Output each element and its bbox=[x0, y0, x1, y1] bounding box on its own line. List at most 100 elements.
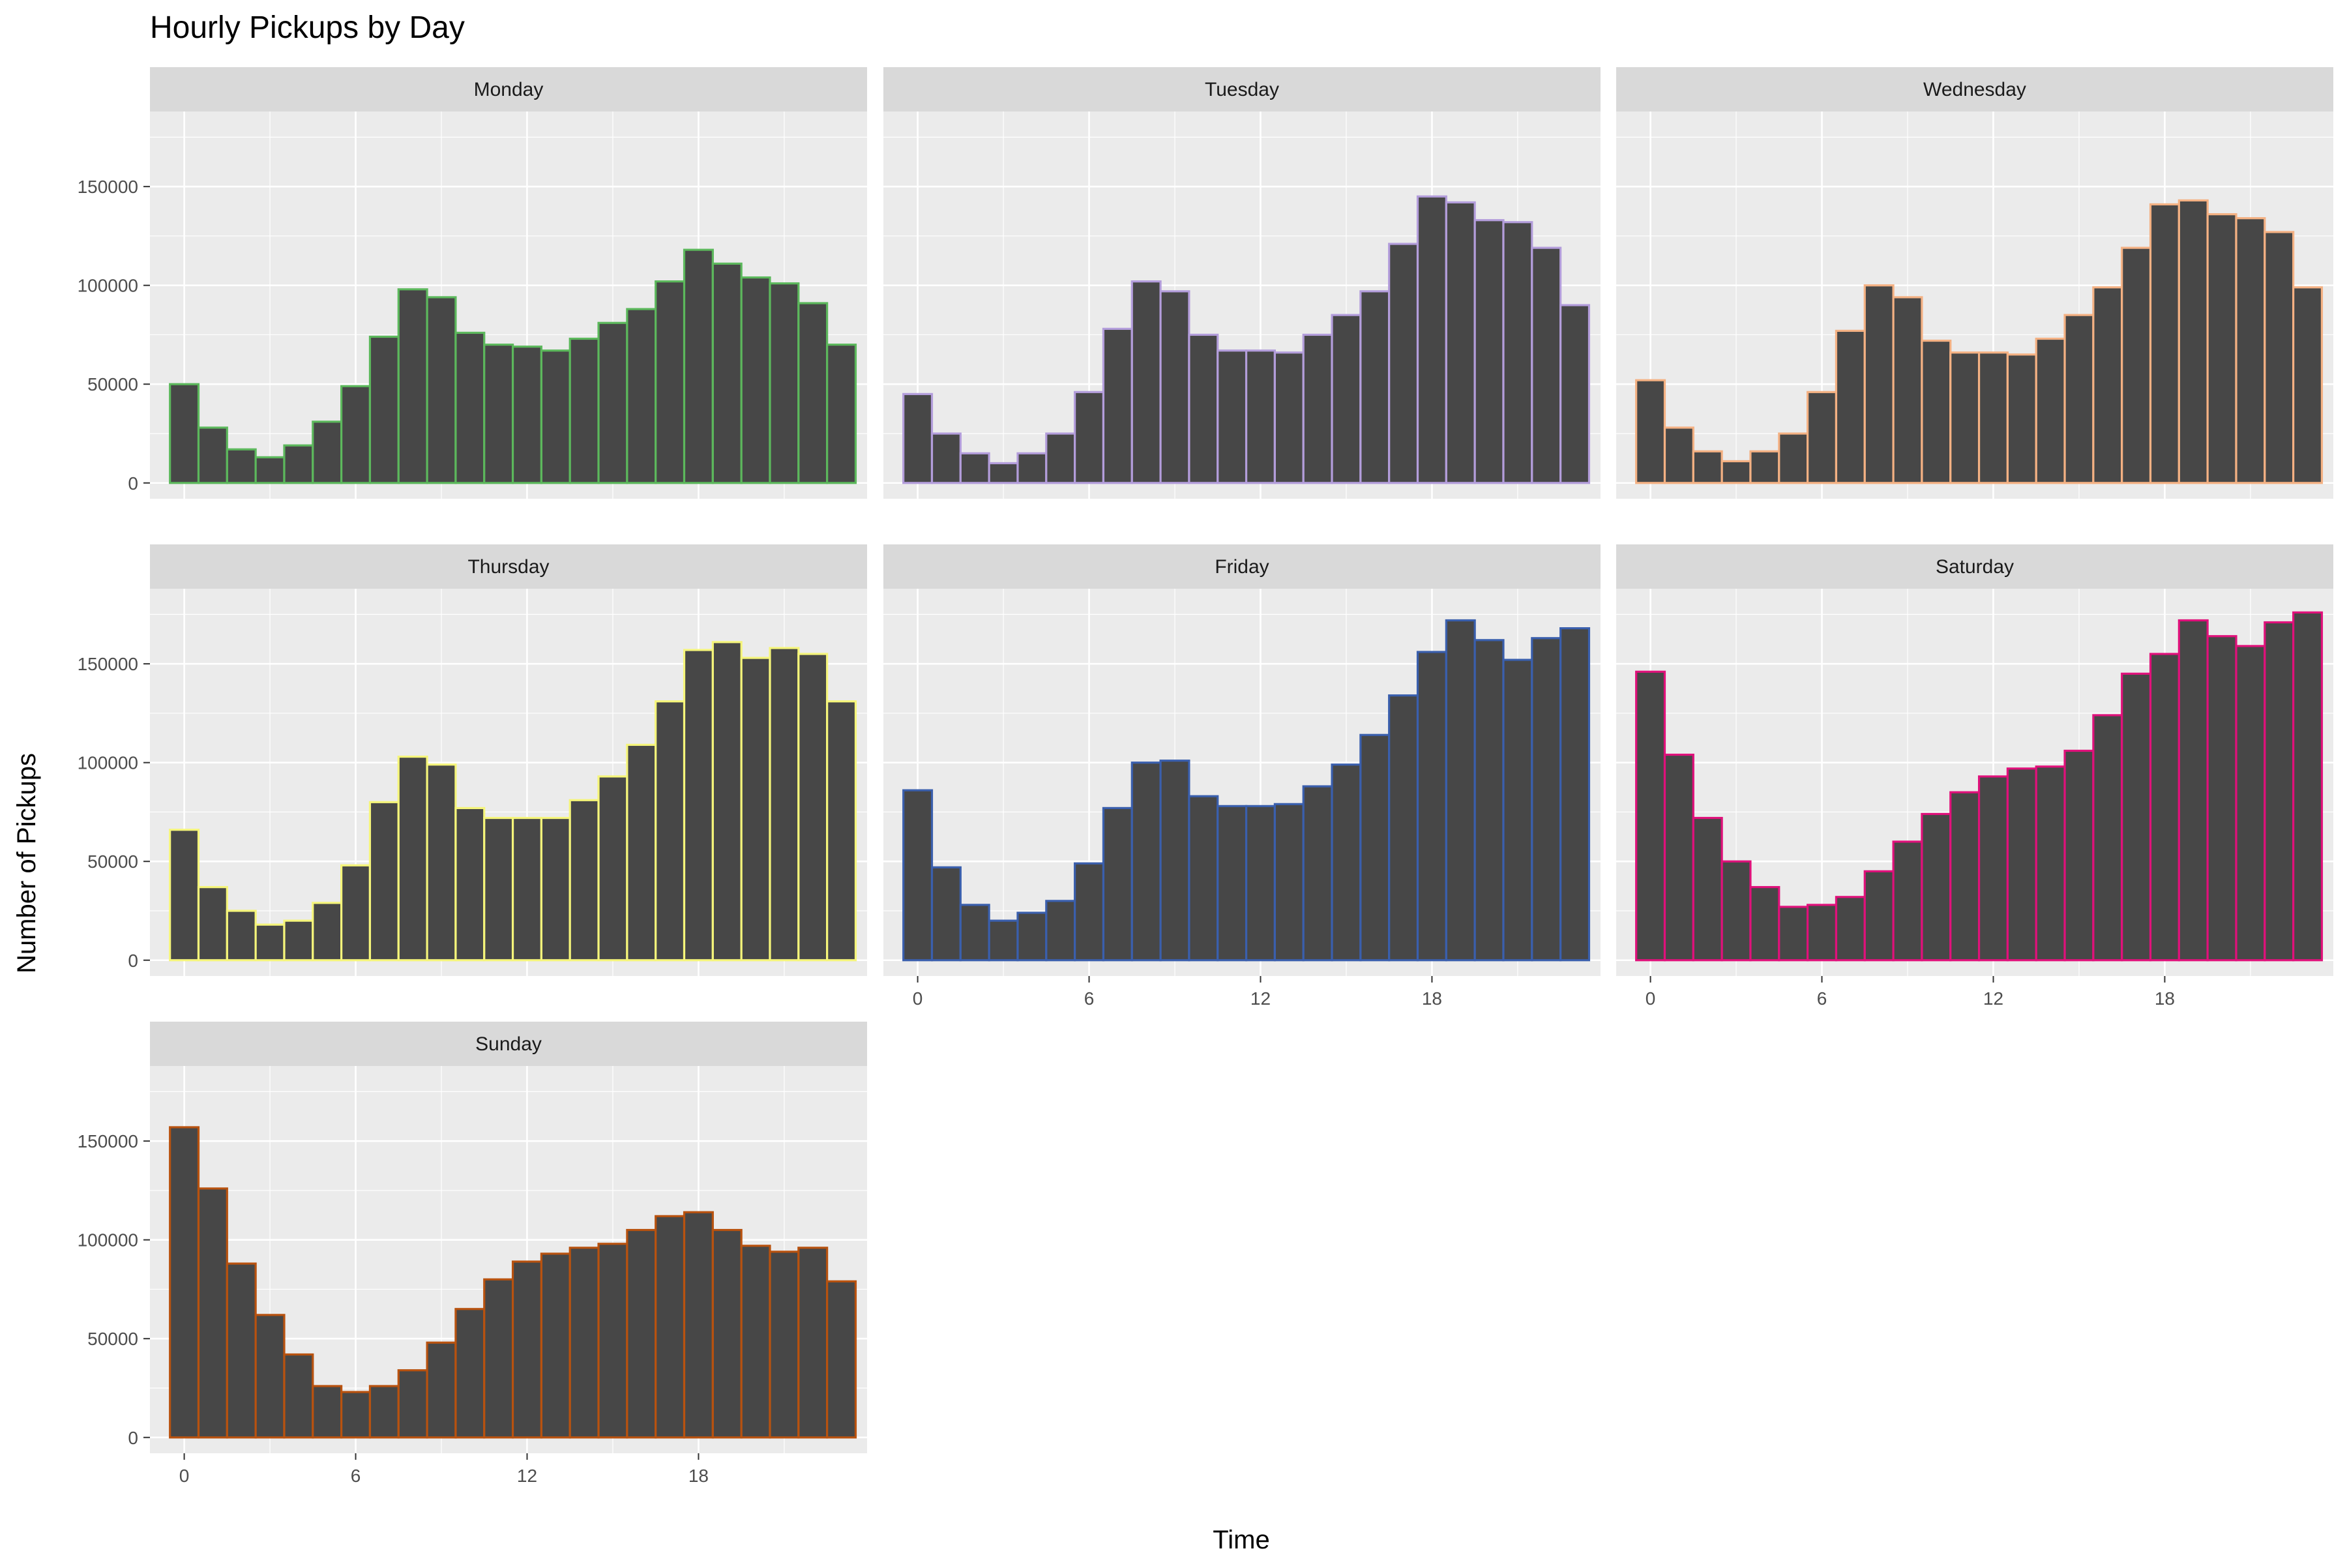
bar-series bbox=[1635, 199, 2324, 484]
bar bbox=[197, 426, 228, 484]
bar bbox=[826, 344, 857, 484]
bar bbox=[540, 816, 571, 962]
bar bbox=[1559, 627, 1591, 962]
facet-strip-label: Tuesday bbox=[1205, 79, 1279, 100]
bar bbox=[426, 1341, 457, 1439]
bar bbox=[959, 452, 990, 484]
bar bbox=[683, 649, 714, 962]
bar bbox=[1720, 460, 1752, 484]
bar bbox=[1416, 195, 1447, 484]
bar bbox=[2149, 653, 2180, 962]
bar bbox=[1692, 450, 1723, 484]
bar bbox=[2035, 337, 2066, 484]
bar bbox=[1445, 201, 1476, 484]
facet-strip-label: Saturday bbox=[1936, 556, 2014, 578]
bar-series bbox=[169, 248, 857, 484]
bar bbox=[2092, 714, 2123, 962]
facet-strip bbox=[883, 544, 1601, 589]
bar bbox=[988, 462, 1019, 484]
bar bbox=[683, 1211, 714, 1439]
bar bbox=[1045, 432, 1076, 484]
x-tick-label: 18 bbox=[1422, 988, 1442, 1009]
bar bbox=[197, 886, 228, 962]
bar bbox=[1159, 290, 1190, 484]
bar bbox=[1273, 351, 1305, 484]
facet-strip-label: Monday bbox=[474, 79, 544, 100]
bar bbox=[1016, 452, 1048, 484]
bar bbox=[1921, 812, 1952, 962]
bar-series bbox=[902, 619, 1591, 962]
bar bbox=[254, 923, 286, 962]
y-tick-label: 50000 bbox=[87, 851, 138, 872]
bar bbox=[1217, 805, 1248, 962]
bar bbox=[626, 308, 657, 484]
bar bbox=[1835, 896, 1866, 962]
bar bbox=[1663, 753, 1694, 962]
bar bbox=[930, 866, 962, 962]
x-tick-label: 12 bbox=[1250, 988, 1271, 1009]
bar bbox=[1807, 904, 1838, 962]
bar bbox=[1445, 619, 1476, 962]
bar bbox=[2121, 246, 2152, 484]
bar bbox=[1977, 775, 2009, 962]
bar bbox=[568, 1247, 600, 1439]
bar bbox=[1359, 290, 1391, 484]
bar bbox=[1635, 670, 1666, 962]
x-tick-label: 12 bbox=[1983, 988, 2003, 1009]
bar bbox=[1921, 339, 1952, 484]
bar bbox=[626, 743, 657, 962]
bar bbox=[368, 335, 400, 484]
bar bbox=[2063, 749, 2095, 962]
bar bbox=[1473, 639, 1505, 962]
bar bbox=[902, 392, 934, 484]
bar bbox=[2092, 286, 2123, 484]
bar bbox=[426, 763, 457, 962]
bar bbox=[1863, 870, 1895, 962]
y-tick-label: 0 bbox=[128, 951, 138, 971]
bar bbox=[1692, 816, 1723, 962]
bar bbox=[2121, 672, 2152, 962]
y-axis: 0 50000 100000 150000 bbox=[78, 654, 150, 971]
bar bbox=[2292, 611, 2324, 962]
facet-panel-sunday: Sunday 0 50000 100000 150000 0 6 12 18 bbox=[78, 1022, 867, 1486]
bar bbox=[769, 1250, 800, 1439]
facet-strip bbox=[883, 67, 1601, 111]
bar bbox=[197, 1187, 228, 1439]
bar bbox=[1331, 763, 1362, 962]
bar bbox=[2264, 621, 2295, 962]
bar bbox=[902, 789, 934, 962]
bar bbox=[769, 647, 800, 962]
bar bbox=[226, 448, 257, 484]
y-tick-label: 150000 bbox=[78, 177, 138, 197]
bar bbox=[283, 1353, 314, 1439]
bar bbox=[740, 1245, 771, 1439]
bar bbox=[340, 385, 372, 484]
bar bbox=[2006, 767, 2037, 962]
bar bbox=[1663, 426, 1694, 484]
bar bbox=[826, 1280, 857, 1439]
bar bbox=[340, 864, 372, 962]
bar bbox=[959, 904, 990, 962]
bar bbox=[1245, 805, 1276, 962]
x-axis-title: Time bbox=[1213, 1526, 1269, 1554]
facet-panel-saturday: Saturday 0 6 12 18 bbox=[1616, 544, 2333, 1009]
bar bbox=[540, 349, 571, 484]
bar bbox=[1130, 280, 1162, 484]
y-tick-label: 50000 bbox=[87, 1329, 138, 1349]
bar bbox=[568, 337, 600, 484]
bar bbox=[1188, 333, 1219, 484]
bar bbox=[1977, 351, 2009, 484]
facet-strip-label: Sunday bbox=[475, 1033, 542, 1055]
bar bbox=[397, 756, 428, 962]
x-tick-label: 6 bbox=[351, 1466, 361, 1486]
bar bbox=[2177, 619, 2209, 962]
bar bbox=[454, 806, 486, 962]
bar bbox=[1302, 785, 1333, 962]
bar bbox=[283, 444, 314, 484]
bar bbox=[1388, 243, 1419, 484]
bar bbox=[597, 1243, 628, 1439]
y-axis-title: Number of Pickups bbox=[12, 753, 41, 973]
bar bbox=[1188, 795, 1219, 962]
x-tick-label: 6 bbox=[1084, 988, 1095, 1009]
bar bbox=[1302, 333, 1333, 484]
